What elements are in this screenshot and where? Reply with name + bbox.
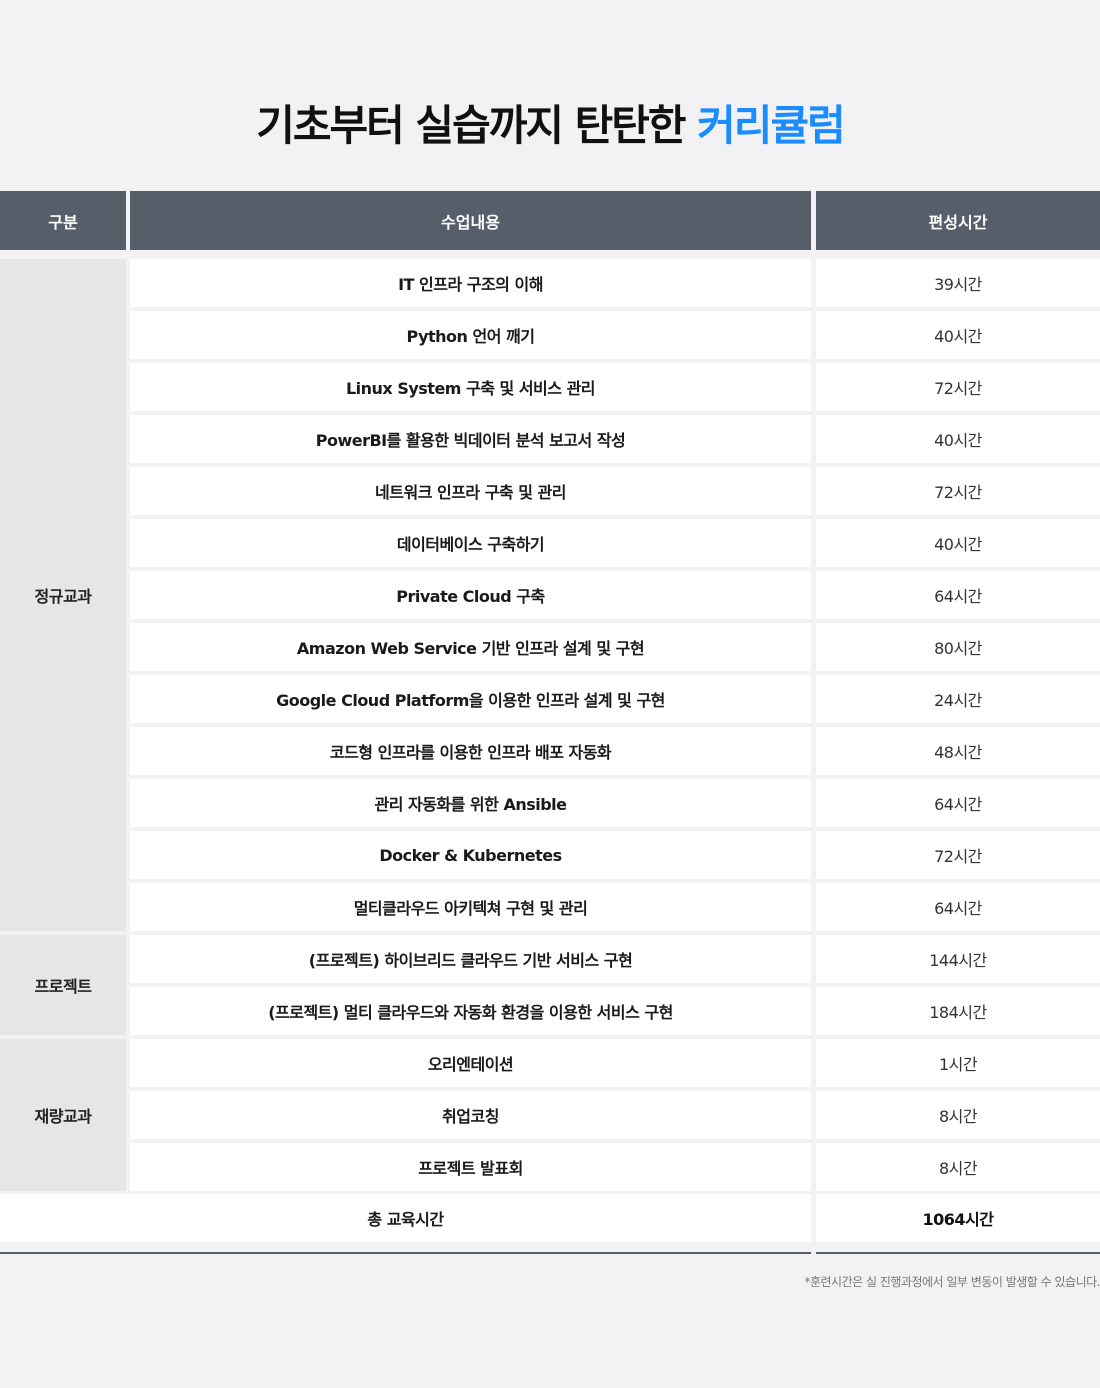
course-hours: 80시간 <box>816 623 1100 671</box>
course-name: 멀티클라우드 아키텍쳐 구현 및 관리 <box>130 883 811 931</box>
course-name: Python 언어 깨기 <box>130 311 811 359</box>
course-name: 코드형 인프라를 이용한 인프라 배포 자동화 <box>130 727 811 775</box>
course-hours: 48시간 <box>816 727 1100 775</box>
course-hours: 72시간 <box>816 363 1100 411</box>
category-cell: 재량교과 <box>0 1039 126 1191</box>
course-name: Amazon Web Service 기반 인프라 설계 및 구현 <box>130 623 811 671</box>
course-name: PowerBI를 활용한 빅데이터 분석 보고서 작성 <box>130 415 811 463</box>
course-name: (프로젝트) 멀티 클라우드와 자동화 환경을 이용한 서비스 구현 <box>130 987 811 1035</box>
course-name: (프로젝트) 하이브리드 클라우드 기반 서비스 구현 <box>130 935 811 983</box>
course-hours: 8시간 <box>816 1143 1100 1191</box>
course-hours: 144시간 <box>816 935 1100 983</box>
course-hours: 40시간 <box>816 415 1100 463</box>
course-hours: 64시간 <box>816 883 1100 931</box>
page-title: 기초부터 실습까지 탄탄한 커리큘럼 <box>0 92 1100 153</box>
course-hours: 184시간 <box>816 987 1100 1035</box>
total-hours: 1064시간 <box>816 1194 1100 1242</box>
course-hours: 64시간 <box>816 571 1100 619</box>
title-main: 기초부터 실습까지 탄탄한 <box>256 101 698 150</box>
table-bottom-line <box>816 1252 1100 1254</box>
course-name: 관리 자동화를 위한 Ansible <box>130 779 811 827</box>
category-cell: 프로젝트 <box>0 935 126 1035</box>
course-hours: 1시간 <box>816 1039 1100 1087</box>
header-hours: 편성시간 <box>816 191 1100 250</box>
course-hours: 40시간 <box>816 311 1100 359</box>
course-name: 네트워크 인프라 구축 및 관리 <box>130 467 811 515</box>
course-name: Docker & Kubernetes <box>130 831 811 879</box>
course-hours: 8시간 <box>816 1091 1100 1139</box>
course-hours: 72시간 <box>816 467 1100 515</box>
footnote: *훈련시간은 실 진행과정에서 일부 변동이 발생할 수 있습니다. <box>804 1275 1100 1289</box>
course-hours: 39시간 <box>816 259 1100 307</box>
total-label: 총 교육시간 <box>0 1194 811 1242</box>
course-name: Linux System 구축 및 서비스 관리 <box>130 363 811 411</box>
course-hours: 64시간 <box>816 779 1100 827</box>
course-name: 취업코칭 <box>130 1091 811 1139</box>
header-category: 구분 <box>0 191 126 250</box>
title-accent: 커리큘럼 <box>697 101 846 150</box>
course-hours: 24시간 <box>816 675 1100 723</box>
table-bottom-line <box>0 1252 811 1254</box>
course-hours: 40시간 <box>816 519 1100 567</box>
header-content: 수업내용 <box>130 191 811 250</box>
course-hours: 72시간 <box>816 831 1100 879</box>
course-name: IT 인프라 구조의 이해 <box>130 259 811 307</box>
course-name: 프로젝트 발표회 <box>130 1143 811 1191</box>
course-name: 오리엔테이션 <box>130 1039 811 1087</box>
course-name: Google Cloud Platform을 이용한 인프라 설계 및 구현 <box>130 675 811 723</box>
course-name: Private Cloud 구축 <box>130 571 811 619</box>
course-name: 데이터베이스 구축하기 <box>130 519 811 567</box>
category-cell: 정규교과 <box>0 259 126 931</box>
